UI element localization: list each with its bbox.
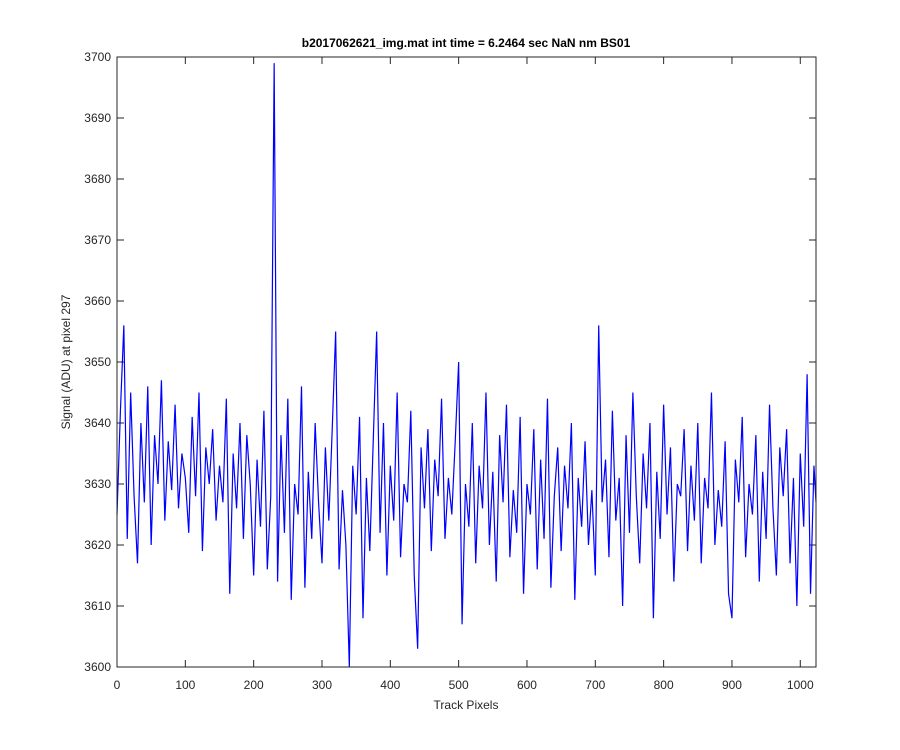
y-tick-label: 3690 [84,111,111,125]
x-tick-label: 200 [244,678,264,692]
y-axis-label: Signal (ADU) at pixel 297 [59,294,73,429]
y-tick-label: 3630 [84,477,111,491]
y-tick-label: 3680 [84,172,111,186]
y-tick-label: 3650 [84,355,111,369]
x-tick-label: 900 [722,678,742,692]
x-tick-label: 700 [585,678,605,692]
data-line [116,63,817,668]
x-axis-label: Track Pixels [434,698,499,712]
x-tick-label: 100 [175,678,195,692]
x-tick-label: 800 [654,678,674,692]
y-tick-label: 3660 [84,294,111,308]
y-tick-label: 3670 [84,233,111,247]
y-tick-label: 3620 [84,538,111,552]
x-tick-label: 600 [517,678,537,692]
x-tick-label: 0 [114,678,121,692]
x-tick-label: 1000 [787,678,814,692]
x-tick-label: 400 [380,678,400,692]
y-tick-label: 3640 [84,416,111,430]
axes-box [116,56,817,668]
x-tick-label: 500 [449,678,469,692]
y-tick-label: 3610 [84,599,111,613]
x-tick-label: 300 [312,678,332,692]
y-tick-label: 3600 [84,660,111,674]
chart-title: b2017062621_img.mat int time = 6.2464 se… [302,36,631,50]
y-tick-label: 3700 [84,50,111,64]
